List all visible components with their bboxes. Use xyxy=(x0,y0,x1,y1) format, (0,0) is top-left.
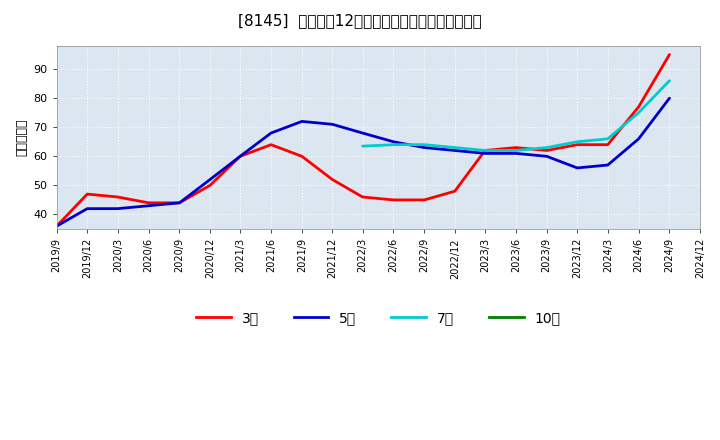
Y-axis label: （百万円）: （百万円） xyxy=(15,119,28,156)
Text: [8145]  経常利益12か月移動合計の標準偏差の推移: [8145] 経常利益12か月移動合計の標準偏差の推移 xyxy=(238,13,482,28)
Legend: 3年, 5年, 7年, 10年: 3年, 5年, 7年, 10年 xyxy=(190,305,567,331)
